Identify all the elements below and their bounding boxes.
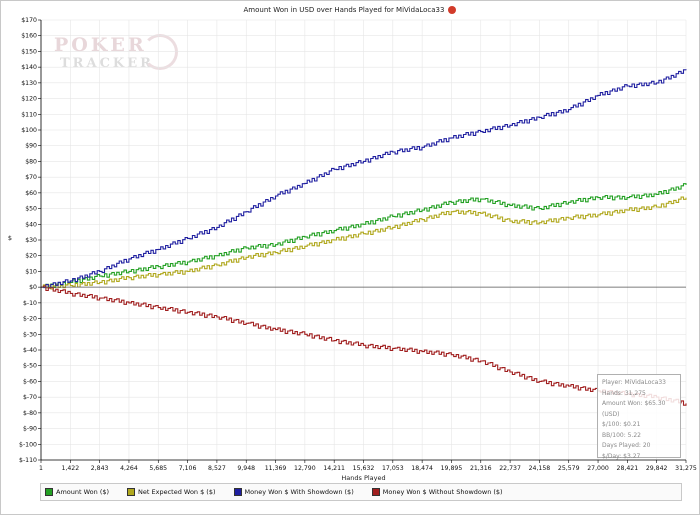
x-tick-label: 18,474: [411, 465, 433, 472]
x-tick-label: 19,895: [441, 465, 463, 472]
y-tick-label: $160: [21, 33, 37, 40]
x-tick-label: 8,527: [208, 465, 226, 472]
y-tick-label: $60: [25, 190, 37, 197]
stats-per-day: $/Day: $3.27: [602, 452, 641, 460]
y-tick-label: $-60: [23, 378, 37, 385]
y-tick-label: $-30: [23, 331, 37, 338]
x-tick-label: 29,842: [646, 465, 668, 472]
y-tick-label: $30: [25, 237, 37, 244]
y-tick-label: $-90: [23, 426, 37, 433]
y-tick-label: $140: [21, 64, 37, 71]
stats-hands: Hands: 31,275: [602, 389, 646, 397]
series-line-1: [41, 196, 687, 290]
y-tick-label: $150: [21, 48, 37, 55]
y-tick-label: $90: [25, 143, 37, 150]
stats-days: Days Played: 20: [602, 442, 651, 449]
watermark-line1: POKER: [54, 34, 147, 56]
y-tick-label: $20: [25, 253, 37, 260]
x-tick-label: 1,422: [61, 465, 79, 472]
x-tick-label: 17,053: [382, 465, 404, 472]
y-axis-ticks: $170 $160 $150 $140 $130 $120 $110 $100 $90 $80 $7…: [19, 17, 41, 464]
y-tick-label: $120: [21, 96, 37, 103]
y-tick-label: $170: [21, 17, 37, 24]
legend-item-amount-won[interactable]: Amount Won ($): [45, 488, 109, 496]
x-tick-label: 31,275: [675, 465, 697, 472]
stats-per100: $/100: $0.21: [602, 421, 641, 428]
y-tick-label: $-80: [23, 410, 37, 417]
legend-item-net-expected[interactable]: Net Expected Won $ ($): [127, 488, 216, 496]
y-tick-label: $50: [25, 206, 37, 213]
series-lines: [41, 69, 687, 406]
x-tick-label: 1: [39, 465, 43, 472]
series-line-0: [41, 183, 687, 288]
x-tick-label: 21,316: [470, 465, 492, 472]
y-tick-label: $-50: [23, 363, 37, 370]
y-tick-label: $-110: [19, 457, 37, 464]
legend-label: Net Expected Won $ ($): [138, 488, 216, 496]
chart-legend: Amount Won ($) Net Expected Won $ ($) Mo…: [40, 483, 682, 501]
y-tick-label: $-100: [19, 441, 37, 448]
grid-lines: [40, 19, 687, 461]
y-tick-label: $40: [25, 221, 37, 228]
legend-swatch: [127, 488, 136, 496]
x-tick-label: 25,579: [558, 465, 580, 472]
legend-swatch: [371, 488, 380, 496]
series-line-2: [41, 69, 687, 289]
y-tick-label: $-20: [23, 316, 37, 323]
x-tick-label: 9,948: [237, 465, 255, 472]
legend-label: Amount Won ($): [56, 488, 110, 496]
x-tick-label: 28,421: [617, 465, 639, 472]
x-tick-label: 27,000: [587, 465, 609, 472]
y-tick-label: $-40: [23, 347, 37, 354]
chart-title-text: Amount Won in USD over Hands Played for …: [243, 6, 445, 14]
legend-swatch: [233, 488, 242, 496]
y-tick-label: $10: [25, 268, 37, 275]
chart-title: Amount Won in USD over Hands Played for …: [0, 6, 700, 14]
legend-item-without-showdown[interactable]: Money Won $ Without Showdown ($): [371, 488, 503, 496]
y-tick-label: $130: [21, 80, 37, 87]
stats-tooltip: Player: MiVidaLoca33 Hands: 31,275 Amoun…: [597, 374, 681, 460]
x-tick-label: 24,158: [529, 465, 551, 472]
stats-player: Player: MiVidaLoca33: [602, 379, 666, 386]
x-tick-label: 11,369: [265, 465, 287, 472]
poker-chip-icon: [448, 6, 457, 14]
x-tick-label: 5,685: [149, 465, 167, 472]
x-tick-label: 4,264: [120, 465, 138, 472]
y-tick-label: $0: [29, 284, 37, 291]
x-tick-label: 2,843: [91, 465, 109, 472]
legend-label: Money Won $ With Showdown ($): [244, 488, 354, 496]
legend-label: Money Won $ Without Showdown ($): [382, 488, 503, 496]
x-tick-label: 15,632: [353, 465, 375, 472]
y-tick-label: $-70: [23, 394, 37, 401]
x-tick-label: 14,211: [323, 465, 345, 472]
x-tick-label: 12,790: [294, 465, 316, 472]
x-axis-ticks: 1 1,422 2,843 4,264 5,685 7,106 8,527 9,948 11,3…: [39, 460, 697, 472]
y-tick-label: $80: [25, 158, 37, 165]
stats-amount-won: Amount Won: $65.30 (USD): [602, 400, 666, 418]
y-tick-label: $-10: [23, 300, 37, 307]
y-tick-label: $110: [21, 111, 37, 118]
x-tick-label: 22,737: [499, 465, 521, 472]
y-tick-label: $70: [25, 174, 37, 181]
y-axis-label: $: [8, 234, 12, 242]
legend-item-with-showdown[interactable]: Money Won $ With Showdown ($): [233, 488, 354, 496]
legend-swatch: [45, 488, 53, 496]
series-line-3: [41, 285, 687, 406]
stats-bb100: BB/100: 5.22: [602, 431, 641, 439]
x-tick-label: 7,106: [179, 465, 197, 472]
y-tick-label: $100: [21, 127, 37, 134]
x-axis-label: Hands Played: [341, 474, 385, 482]
